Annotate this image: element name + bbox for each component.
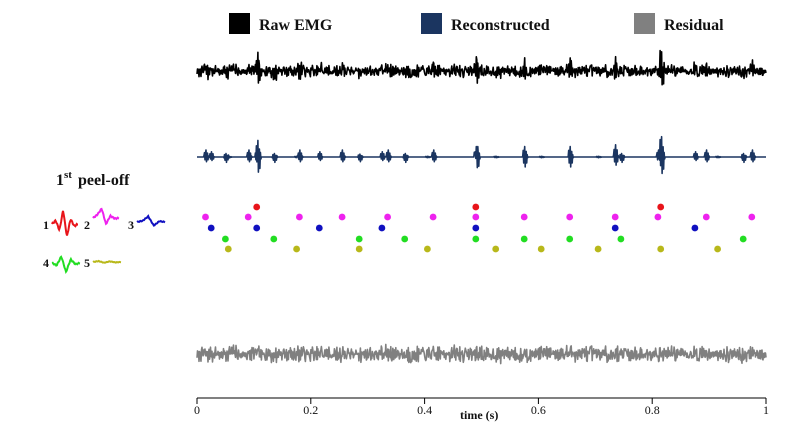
raw-emg-swatch [229, 13, 250, 34]
peel-off-panel: 1st peel-off 1 2 34 5 [43, 169, 166, 275]
legend-item-residual: Residual [634, 13, 724, 34]
spike-dot-unit-3 [253, 224, 261, 232]
raw-emg-trace [196, 49, 767, 86]
spike-dot-unit-2 [472, 213, 480, 221]
legend-item-reconstructed: Reconstructed [421, 13, 550, 34]
spike-dot-unit-2 [654, 213, 662, 221]
mu-number-5: 5 [84, 256, 90, 270]
spike-dot-unit-5 [424, 245, 431, 253]
spike-dot-unit-3 [207, 224, 215, 232]
spike-dot-unit-2 [702, 213, 710, 221]
time-axis: 0 0.2 0.4 0.6 0.8 1 time (s) [194, 397, 769, 422]
spike-dot-unit-4 [617, 235, 625, 243]
spike-dot-unit-5 [657, 245, 665, 253]
legend: Raw EMG Reconstructed Residual [229, 13, 724, 34]
residual-swatch [634, 13, 655, 34]
spike-dot-unit-1 [253, 203, 261, 211]
spike-dot-unit-4 [401, 235, 409, 243]
reconstructed-trace [196, 135, 767, 175]
tick-label: 0.8 [645, 403, 660, 417]
spike-dot-unit-3 [472, 224, 480, 232]
spike-dot-unit-3 [378, 224, 386, 232]
raw-emg-label: Raw EMG [259, 17, 333, 34]
spike-dot-unit-2 [748, 213, 756, 221]
spike-dot-unit-4 [472, 235, 480, 243]
spike-dot-unit-2 [244, 213, 252, 221]
peel-off-ordinal: 1 [56, 172, 64, 189]
residual-label: Residual [664, 17, 724, 34]
spike-dot-unit-2 [202, 213, 209, 221]
spike-dot-unit-2 [296, 213, 303, 221]
spike-trains [202, 203, 756, 253]
reconstructed-label: Reconstructed [451, 17, 550, 34]
peel-off-superscript: st [64, 169, 72, 181]
spike-dot-unit-4 [520, 235, 528, 243]
spike-dot-unit-3 [315, 224, 323, 232]
time-axis-ticks: 0 0.2 0.4 0.6 0.8 1 [194, 398, 769, 417]
peel-off-title: 1st peel-off [56, 169, 130, 189]
motor-unit-templates: 1 2 3 4 5 [43, 207, 166, 275]
tick-label: 0.2 [303, 403, 318, 417]
mu-template-1 [51, 210, 79, 236]
tick-label: 0.6 [531, 403, 546, 417]
legend-item-raw-emg: Raw EMG [229, 13, 333, 34]
spike-dot-unit-4 [739, 235, 747, 243]
spike-dot-unit-2 [566, 213, 574, 221]
spike-dot-unit-2 [429, 213, 437, 221]
spike-dot-unit-5 [293, 245, 300, 253]
spike-dot-unit-3 [611, 224, 619, 232]
tick-label: 1 [763, 403, 769, 417]
spike-dot-unit-4 [355, 235, 363, 243]
spike-dot-unit-2 [384, 213, 391, 221]
spike-dot-unit-5 [594, 245, 602, 253]
peel-off-label: peel-off [78, 172, 130, 189]
mu-template-3 [136, 214, 166, 227]
spike-dot-unit-5 [492, 245, 500, 253]
spike-dot-unit-1 [472, 203, 480, 211]
spike-dot-unit-3 [691, 224, 699, 232]
spike-dot-unit-4 [222, 235, 229, 243]
spike-dot-unit-1 [657, 203, 665, 211]
time-axis-title: time (s) [460, 408, 498, 422]
reconstructed-swatch [421, 13, 442, 34]
mu-number-1: 1 [43, 218, 49, 232]
spike-dot-unit-2 [520, 213, 528, 221]
mu-template-2 [92, 207, 120, 226]
spike-dot-unit-5 [714, 245, 721, 253]
residual-trace [196, 343, 767, 365]
mu-number-2: 2 [84, 218, 90, 232]
tick-label: 0 [194, 403, 200, 417]
mu-template-4 [51, 255, 81, 275]
tick-label: 0.4 [417, 403, 432, 417]
spike-dot-unit-4 [270, 235, 278, 243]
spike-dot-unit-5 [355, 245, 363, 253]
spike-dot-unit-2 [611, 213, 619, 221]
mu-number-4: 4 [43, 256, 49, 270]
mu-number-3: 3 [128, 218, 134, 232]
mu-template-5 [92, 259, 122, 264]
spike-dot-unit-4 [566, 235, 574, 243]
spike-dot-unit-5 [224, 245, 232, 253]
spike-dot-unit-2 [338, 213, 346, 221]
spike-dot-unit-5 [537, 245, 545, 253]
